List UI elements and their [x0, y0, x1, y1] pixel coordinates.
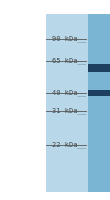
Bar [88, 90, 110, 96]
Text: 90 kDa__: 90 kDa__ [52, 36, 86, 42]
Text: 22 kDa__: 22 kDa__ [52, 142, 86, 148]
Bar [46, 14, 110, 192]
Bar [88, 64, 110, 72]
Text: 31 kDa__: 31 kDa__ [52, 108, 86, 114]
Bar [88, 14, 110, 192]
Text: 65 kDa__: 65 kDa__ [52, 58, 86, 64]
Text: 40 kDa__: 40 kDa__ [52, 90, 86, 96]
